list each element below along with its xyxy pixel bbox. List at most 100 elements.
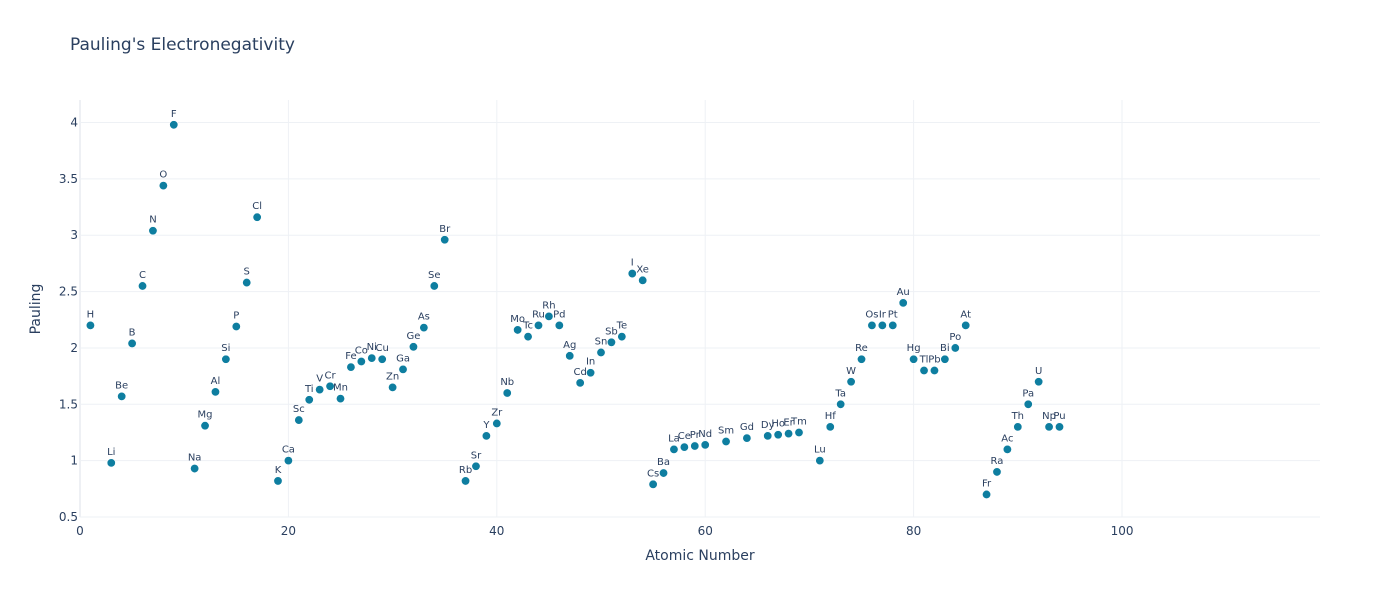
data-point-tm[interactable] [794,427,804,437]
data-point-er[interactable] [784,429,794,439]
data-point-pd[interactable] [554,320,564,330]
data-point-f[interactable] [169,120,179,130]
data-point-lu[interactable] [815,456,825,466]
data-point-pa[interactable] [1023,399,1033,409]
data-point-sb[interactable] [606,337,616,347]
point-label-zr: Zr [491,407,503,418]
data-point-ac[interactable] [1002,444,1012,454]
data-point-rh[interactable] [544,311,554,321]
data-point-os[interactable] [867,320,877,330]
data-point-sc[interactable] [294,415,304,425]
data-point-hf[interactable] [825,422,835,432]
data-point-pb[interactable] [929,365,939,375]
data-point-re[interactable] [857,354,867,364]
point-label-ac: Ac [1001,433,1013,444]
x-tick-label: 0 [76,524,84,538]
data-point-s[interactable] [242,278,252,288]
data-point-br[interactable] [440,235,450,245]
data-point-dy[interactable] [763,431,773,441]
data-point-np[interactable] [1044,422,1054,432]
data-point-ba[interactable] [659,468,669,478]
data-point-te[interactable] [617,332,627,342]
point-label-co: Co [355,345,368,356]
data-point-n[interactable] [148,226,158,236]
data-point-na[interactable] [190,464,200,474]
data-point-at[interactable] [961,320,971,330]
point-label-ge: Ge [406,331,420,342]
data-point-si[interactable] [221,354,231,364]
data-point-po[interactable] [950,343,960,353]
data-point-pr[interactable] [690,441,700,451]
data-point-xe[interactable] [638,275,648,285]
data-point-ga[interactable] [398,364,408,374]
data-point-zn[interactable] [388,382,398,392]
data-point-ge[interactable] [408,342,418,352]
data-point-c[interactable] [138,281,148,291]
data-point-li[interactable] [106,458,116,468]
x-tick-label: 60 [698,524,713,538]
data-point-cd[interactable] [575,378,585,388]
data-point-gd[interactable] [742,433,752,443]
point-label-cs: Cs [647,468,659,479]
data-point-bi[interactable] [940,354,950,364]
data-point-be[interactable] [117,391,127,401]
data-point-cu[interactable] [377,354,387,364]
data-point-ta[interactable] [836,399,846,409]
data-point-se[interactable] [429,281,439,291]
data-point-cs[interactable] [648,479,658,489]
data-point-nb[interactable] [502,388,512,398]
data-point-i[interactable] [627,269,637,279]
data-point-mo[interactable] [513,325,523,335]
data-point-fe[interactable] [346,362,356,372]
data-point-ra[interactable] [992,467,1002,477]
data-point-au[interactable] [898,298,908,308]
data-point-tl[interactable] [919,365,929,375]
data-point-h[interactable] [85,320,95,330]
point-label-in: In [586,357,595,368]
data-point-ca[interactable] [283,456,293,466]
data-point-pt[interactable] [888,320,898,330]
data-point-p[interactable] [231,322,241,332]
data-point-k[interactable] [273,476,283,486]
data-point-tc[interactable] [523,332,533,342]
data-point-sm[interactable] [721,436,731,446]
data-point-fr[interactable] [982,489,992,499]
point-label-at: At [960,309,971,320]
point-label-fr: Fr [982,478,992,489]
x-tick-label: 100 [1111,524,1134,538]
data-point-pu[interactable] [1054,422,1064,432]
data-point-cr[interactable] [325,381,335,391]
data-point-zr[interactable] [492,418,502,428]
data-point-mn[interactable] [336,394,346,404]
data-point-v[interactable] [315,385,325,395]
data-point-ho[interactable] [773,430,783,440]
data-point-co[interactable] [356,356,366,366]
data-point-y[interactable] [481,431,491,441]
data-point-ru[interactable] [533,320,543,330]
data-point-rb[interactable] [461,476,471,486]
data-point-w[interactable] [846,377,856,387]
data-point-sr[interactable] [471,461,481,471]
data-point-hg[interactable] [909,354,919,364]
data-point-o[interactable] [158,181,168,191]
data-point-ag[interactable] [565,351,575,361]
data-point-al[interactable] [210,387,220,397]
data-point-b[interactable] [127,338,137,348]
data-point-u[interactable] [1034,377,1044,387]
data-point-as[interactable] [419,323,429,333]
data-point-nd[interactable] [700,440,710,450]
data-point-la[interactable] [669,444,679,454]
data-point-ir[interactable] [877,320,887,330]
data-point-in[interactable] [586,368,596,378]
data-point-ni[interactable] [367,353,377,363]
data-point-sn[interactable] [596,347,606,357]
data-point-cl[interactable] [252,212,262,222]
data-point-mg[interactable] [200,421,210,431]
data-point-th[interactable] [1013,422,1023,432]
data-point-ce[interactable] [679,442,689,452]
point-label-pu: Pu [1053,411,1065,422]
point-label-i: I [631,258,634,269]
point-label-se: Se [428,270,441,281]
data-point-ti[interactable] [304,395,314,405]
chart-title: Pauling's Electronegativity [70,35,295,55]
